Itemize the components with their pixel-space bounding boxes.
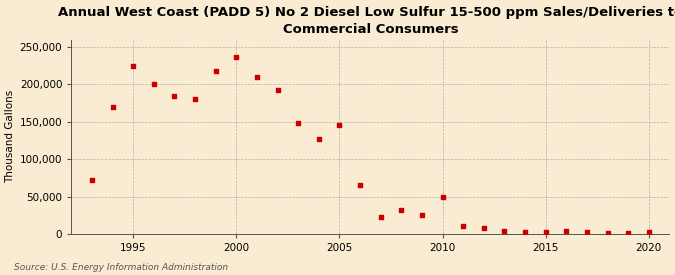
Point — [561, 229, 572, 233]
Point — [107, 104, 118, 109]
Point — [479, 226, 489, 230]
Point — [86, 178, 97, 182]
Point — [231, 54, 242, 59]
Point — [540, 230, 551, 235]
Point — [582, 230, 593, 235]
Point — [499, 229, 510, 233]
Point — [643, 230, 654, 235]
Point — [602, 231, 613, 235]
Point — [313, 137, 324, 141]
Point — [334, 123, 345, 128]
Text: Source: U.S. Energy Information Administration: Source: U.S. Energy Information Administ… — [14, 263, 227, 272]
Point — [458, 224, 468, 229]
Point — [148, 82, 159, 87]
Point — [354, 183, 365, 188]
Point — [293, 120, 304, 125]
Point — [128, 64, 138, 69]
Point — [169, 94, 180, 98]
Point — [211, 69, 221, 73]
Point — [375, 215, 386, 220]
Point — [396, 208, 407, 212]
Point — [252, 75, 263, 79]
Point — [416, 213, 427, 218]
Point — [623, 231, 634, 235]
Y-axis label: Thousand Gallons: Thousand Gallons — [5, 90, 16, 183]
Point — [437, 194, 448, 199]
Point — [190, 97, 200, 101]
Title: Annual West Coast (PADD 5) No 2 Diesel Low Sulfur 15-500 ppm Sales/Deliveries to: Annual West Coast (PADD 5) No 2 Diesel L… — [58, 6, 675, 35]
Point — [272, 87, 283, 92]
Point — [520, 230, 531, 235]
